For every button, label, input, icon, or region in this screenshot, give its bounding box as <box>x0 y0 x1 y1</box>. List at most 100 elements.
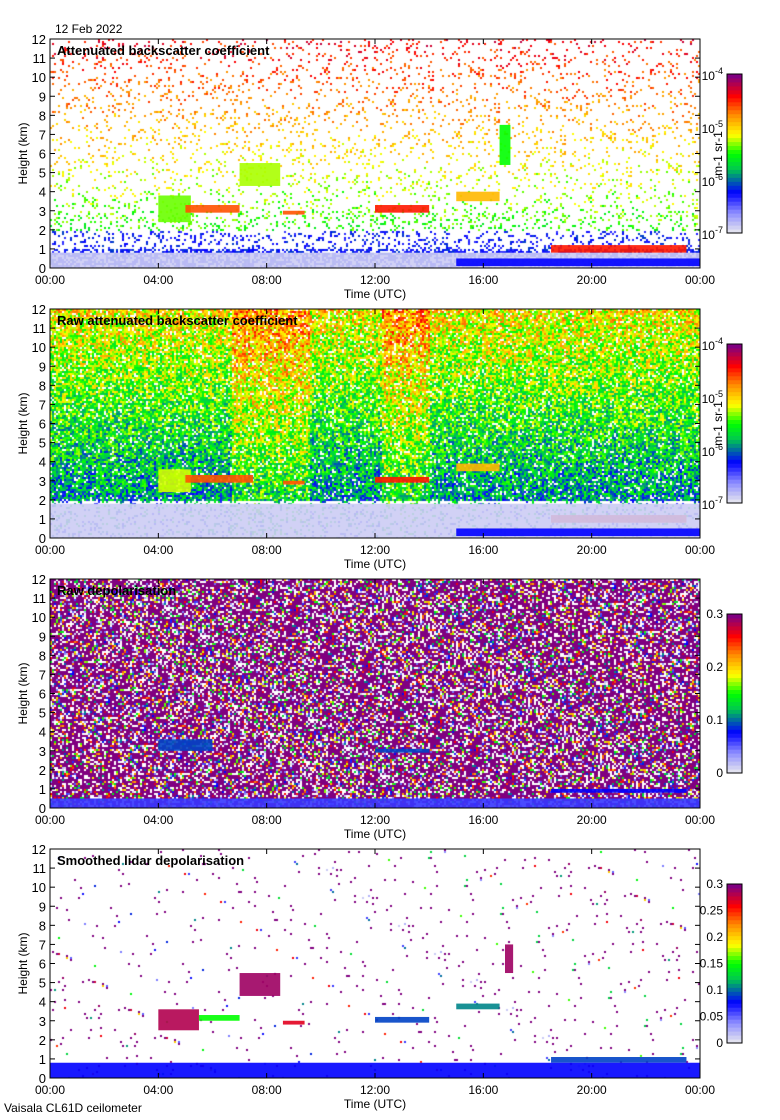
colorbar-segment <box>727 757 742 762</box>
y-axis-label: Height (km) <box>16 122 30 184</box>
colorbar-segment <box>727 951 742 957</box>
y-tick-label: 11 <box>33 861 47 876</box>
colorbar-segment <box>727 77 742 83</box>
cloud-feature <box>158 469 191 493</box>
y-tick-label: 9 <box>39 629 46 644</box>
colorbar-segment <box>727 614 742 619</box>
x-tick-label: 12:00 <box>360 813 390 827</box>
colorbar-segment <box>727 213 742 218</box>
y-tick-label: 3 <box>39 744 46 759</box>
y-tick-label: 1 <box>39 782 46 797</box>
y-tick-label: 7 <box>39 127 46 142</box>
colorbar-segment <box>727 769 742 774</box>
x-tick-label: 04:00 <box>143 1083 173 1097</box>
colorbar-tick-label: 0.1 <box>706 983 723 997</box>
x-tick-label: 08:00 <box>252 273 282 287</box>
colorbar-tick-base: 10 <box>702 175 716 189</box>
colorbar-tick-label: 0.15 <box>700 957 724 971</box>
cloud-feature <box>185 475 254 483</box>
colorbar-tick-base: 10 <box>702 122 716 136</box>
panel-title: Raw depolarisation <box>57 583 176 598</box>
x-tick-label: 16:00 <box>468 1083 498 1097</box>
cloud-feature <box>282 1020 305 1025</box>
colorbar-segment <box>727 105 742 111</box>
colorbar-segment <box>727 209 742 214</box>
y-axis-label: Height (km) <box>16 392 30 454</box>
y-tick-label: 7 <box>39 937 46 952</box>
y-tick-label: 12 <box>32 302 46 317</box>
y-tick-label: 12 <box>32 572 46 587</box>
colorbar-segment <box>727 979 742 984</box>
colorbar-segment <box>727 399 742 405</box>
y-tick-label: 0 <box>39 531 46 546</box>
y-tick-label: 0 <box>39 1071 46 1086</box>
cloud-feature <box>505 944 514 974</box>
colorbar-segment <box>727 967 742 972</box>
colorbar-segment <box>727 649 742 655</box>
colorbar-segment <box>727 935 742 941</box>
colorbar-segment <box>727 761 742 766</box>
y-tick-label: 9 <box>39 899 46 914</box>
colorbar-frame <box>726 613 743 774</box>
colorbar-segment <box>727 669 742 675</box>
colorbar-segment <box>727 121 742 127</box>
colorbar-segment <box>727 491 742 496</box>
colorbar-segment <box>727 1011 742 1016</box>
colorbar-tick-exponent: -7 <box>715 495 723 505</box>
y-tick-label: 12 <box>32 32 46 47</box>
colorbar-tick-base: 0 <box>716 1036 723 1050</box>
colorbar-segment <box>727 344 742 349</box>
colorbar-segment <box>727 1031 742 1036</box>
colorbar-segment <box>727 407 742 413</box>
colorbar-segment <box>727 705 742 710</box>
colorbar-segment <box>727 101 742 107</box>
colorbar-segment <box>727 475 742 480</box>
cloud-feature <box>375 476 430 483</box>
y-tick-label: 10 <box>32 70 46 85</box>
y-tick-label: 6 <box>39 147 46 162</box>
y-tick-label: 2 <box>39 223 46 238</box>
colorbar-segment <box>727 717 742 722</box>
y-tick-label: 12 <box>32 842 46 857</box>
colorbar-tick-exponent: -4 <box>715 66 723 76</box>
y-tick-label: 9 <box>39 89 46 104</box>
colorbar-segment <box>727 483 742 488</box>
y-tick-label: 2 <box>39 493 46 508</box>
colorbar-segment <box>727 451 742 456</box>
x-tick-label: 04:00 <box>143 813 173 827</box>
y-tick-label: 8 <box>39 918 46 933</box>
cloud-feature <box>499 124 511 165</box>
x-axis-label: Time (UTC) <box>344 557 406 571</box>
colorbar-tick-label: 0.05 <box>700 1010 724 1024</box>
cloud-feature <box>158 1009 199 1031</box>
colorbar-tick-label: 0.3 <box>706 877 723 891</box>
colorbar-segment <box>727 173 742 178</box>
x-tick-label: 08:00 <box>252 543 282 557</box>
colorbar-segment <box>727 351 742 357</box>
colorbar-segment <box>727 887 742 893</box>
y-tick-label: 11 <box>33 591 47 606</box>
colorbar-segment <box>727 673 742 679</box>
colorbar-segment <box>727 685 742 691</box>
colorbar-tick-base: 10 <box>702 69 716 83</box>
panel-1-speckle <box>50 39 700 268</box>
cloud-feature <box>456 258 700 267</box>
colorbar-segment <box>727 955 742 961</box>
y-tick-label: 0 <box>39 261 46 276</box>
colorbar-tick-base: 10 <box>702 445 716 459</box>
colorbar-segment <box>727 431 742 436</box>
colorbar-segment <box>727 201 742 206</box>
colorbar-tick-label: 10-5 <box>702 119 723 136</box>
colorbar-segment <box>727 117 742 123</box>
colorbar-tick-exponent: -5 <box>715 389 723 399</box>
y-tick-label: 1 <box>39 512 46 527</box>
x-tick-label: 16:00 <box>468 543 498 557</box>
y-axis-label: Height (km) <box>16 932 30 994</box>
cloud-feature <box>456 463 500 472</box>
colorbar-segment <box>727 1007 742 1012</box>
colorbar-segment <box>727 161 742 166</box>
y-tick-label: 10 <box>32 340 46 355</box>
x-tick-label: 08:00 <box>252 813 282 827</box>
